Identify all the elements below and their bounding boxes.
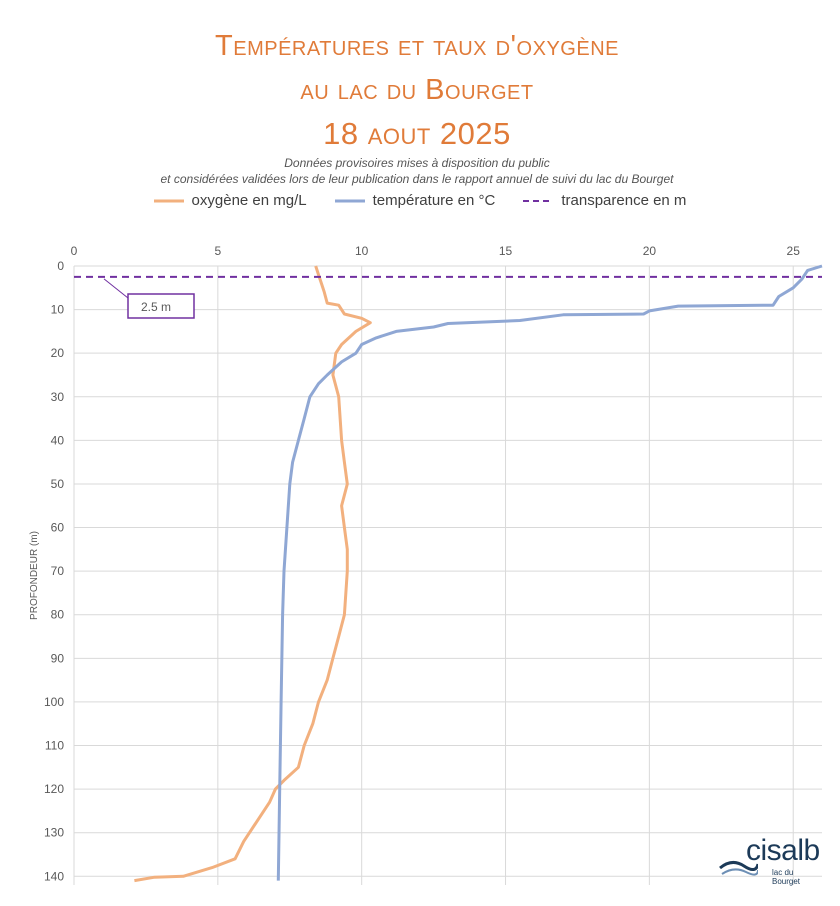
legend-swatch-temperature (334, 199, 365, 202)
y-tick-label: 30 (51, 390, 65, 404)
oxygen-line (134, 265, 372, 883)
legend-item-oxygen: oxygène en mg/L (153, 192, 307, 209)
legend-label-transparency: transparence en m (561, 192, 687, 209)
x-tick-label: 25 (787, 244, 801, 258)
legend-label-oxygen: oxygène en mg/L (191, 192, 307, 209)
annotation-leader (103, 278, 129, 299)
y-tick-label: 130 (44, 826, 64, 840)
y-tick-label: 140 (44, 869, 64, 883)
x-tick-label: 20 (643, 244, 657, 258)
legend-item-transparency: transparence en m (523, 192, 686, 209)
x-tick-label: 15 (499, 244, 513, 258)
subtitle: Données provisoires mises à disposition … (0, 155, 834, 187)
y-tick-label: 110 (45, 739, 64, 753)
annotation-label: 2.5 m (141, 300, 171, 314)
wave-logo-icon (719, 861, 758, 876)
subtitle-line-2: et considérées validées lors de leur pub… (160, 172, 674, 186)
y-tick-label: 10 (51, 303, 65, 317)
cisalb-logo: cisalb lac du Bourget (719, 834, 820, 886)
subtitle-line-1: Données provisoires mises à disposition … (284, 156, 550, 170)
y-tick-label: 70 (51, 564, 65, 578)
y-tick-label: 60 (51, 521, 65, 535)
y-tick-label: 50 (51, 477, 65, 491)
y-axis-label: PROFONDEUR (m) (29, 531, 40, 620)
y-tick-label: 0 (57, 259, 64, 273)
logo-wordmark: cisalb (746, 834, 820, 867)
title-date: 18 aout 2025 (323, 116, 511, 151)
x-tick-label: 0 (71, 244, 78, 258)
x-tick-label: 5 (215, 244, 222, 258)
y-tick-label: 20 (51, 346, 65, 360)
y-tick-label: 120 (44, 782, 64, 796)
legend: oxygène en mg/L température en °C transp… (0, 192, 840, 209)
temperature-line (276, 264, 823, 881)
y-tick-label: 40 (51, 433, 65, 447)
legend-swatch-transparency (523, 199, 554, 202)
logo-tagline: lac du Bourget (772, 868, 801, 886)
chart-title: Températures et taux d'oxygène au lac du… (0, 24, 834, 156)
y-tick-label: 80 (51, 608, 65, 622)
legend-swatch-oxygen (153, 199, 184, 202)
title-line-1: Températures et taux d'oxygène (215, 30, 619, 62)
x-tick-label: 10 (355, 244, 369, 258)
y-tick-label: 90 (51, 651, 65, 665)
legend-item-temperature: température en °C (334, 192, 496, 209)
annotation-box (127, 293, 195, 319)
legend-label-temperature: température en °C (372, 192, 496, 209)
title-line-2: au lac du Bourget (300, 74, 534, 106)
y-tick-label: 100 (44, 695, 64, 709)
